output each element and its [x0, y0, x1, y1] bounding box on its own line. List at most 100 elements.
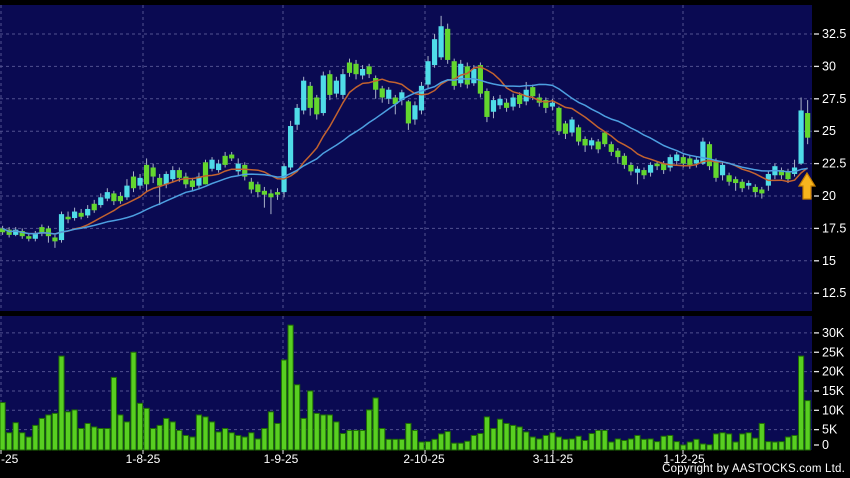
candle-body — [733, 179, 739, 184]
volume-bar — [280, 359, 288, 451]
volume-bar — [228, 432, 235, 451]
volume-bar — [163, 417, 170, 451]
candle-body — [287, 126, 294, 168]
candle-body — [798, 110, 804, 164]
candle-body — [0, 228, 6, 233]
volume-bar — [503, 422, 510, 451]
volume-bar — [339, 433, 347, 451]
candle-body — [484, 91, 490, 117]
volume-bar — [130, 351, 137, 451]
candle-body — [353, 63, 359, 75]
price-tick-label: 12.5 — [822, 286, 846, 300]
volume-bars — [0, 324, 811, 451]
volume-bar — [752, 437, 759, 451]
volume-bar — [261, 427, 268, 451]
candle-body — [575, 127, 582, 142]
volume-bar — [326, 414, 333, 451]
volume-bar — [136, 402, 144, 451]
volume-bar — [123, 421, 131, 451]
candle-body — [32, 233, 38, 239]
volume-bar — [673, 441, 680, 451]
candle-body — [582, 138, 588, 146]
candle-body — [130, 176, 137, 189]
volume-bar — [496, 418, 504, 451]
volume-bar — [516, 426, 523, 451]
candle-body — [451, 61, 457, 86]
candle-body — [157, 177, 163, 186]
candle-body — [700, 141, 706, 164]
volume-bar — [418, 441, 425, 451]
candle-body — [85, 208, 91, 216]
volume-bar — [640, 438, 648, 451]
volume-bar — [6, 432, 13, 451]
candle-body — [634, 168, 641, 173]
candle-body — [425, 61, 431, 85]
candle-body — [307, 85, 313, 108]
candle-body — [661, 163, 667, 171]
price-tick-label: 25 — [822, 124, 836, 138]
volume-bar — [699, 443, 707, 451]
volume-bar — [431, 438, 438, 451]
candle-body — [445, 28, 451, 60]
candle-body — [137, 177, 143, 186]
volume-bar — [510, 424, 517, 451]
candle-body — [477, 65, 483, 94]
volume-bar — [680, 444, 687, 451]
price-tick-label: 30 — [822, 59, 836, 73]
volume-bar — [300, 417, 307, 451]
price-tick-label: 15 — [822, 254, 836, 268]
candle-body — [464, 66, 470, 85]
volume-tick-label: 10K — [822, 403, 845, 417]
volume-bar — [176, 429, 183, 451]
candle-body — [98, 197, 104, 206]
volume-bar — [45, 414, 52, 451]
volume-tick-label: 20K — [822, 365, 845, 379]
ma-slow-line — [2, 77, 808, 235]
candle-body — [647, 164, 654, 173]
volume-bar — [320, 414, 327, 451]
candle-body — [706, 144, 713, 167]
candle-body — [556, 107, 562, 132]
volume-bar — [804, 400, 811, 451]
volume-bar — [398, 438, 405, 451]
volume-bar — [739, 433, 746, 451]
price-tick-label: 17.5 — [822, 221, 846, 235]
volume-bar — [451, 442, 458, 451]
candle-body — [719, 164, 726, 176]
candle-body — [320, 75, 326, 114]
candle-body — [52, 237, 58, 242]
candle-body — [510, 97, 516, 107]
candle-body — [386, 89, 392, 99]
volume-bar — [765, 441, 772, 451]
price-tick-label: 22.5 — [822, 157, 846, 171]
candle-body — [693, 159, 699, 164]
volume-bar — [38, 417, 45, 451]
volume-bar — [490, 427, 497, 451]
volume-bar — [693, 438, 700, 451]
price-axis-labels: 32.5 30 27.5 25 22.5 20 17.5 15 12.5 — [814, 27, 846, 300]
x-tick-label: 1-9-25 — [264, 452, 299, 466]
candle-body — [71, 211, 78, 219]
x-axis-labels: -25 1-8-25 1-9-25 2-10-25 3-11-25 1-12-25 — [0, 450, 705, 466]
candle-body — [91, 203, 97, 211]
volume-tick-label: 30K — [822, 326, 845, 340]
candle-body — [399, 92, 405, 101]
candle-body — [503, 102, 510, 108]
candle-body — [261, 190, 267, 195]
volume-bar — [483, 416, 491, 451]
candle-body — [143, 164, 150, 185]
volume-bar — [156, 424, 163, 451]
volume-bar — [189, 436, 196, 451]
volume-bar — [307, 390, 314, 451]
volume-bar — [254, 438, 261, 451]
candle-body — [366, 66, 372, 75]
volume-bar — [405, 422, 412, 451]
volume-tick-label: 0 — [822, 438, 829, 452]
volume-bar — [84, 422, 91, 451]
candle-body — [314, 97, 320, 115]
candle-body — [373, 78, 379, 90]
candle-body — [170, 170, 176, 180]
volume-bar — [575, 435, 582, 451]
